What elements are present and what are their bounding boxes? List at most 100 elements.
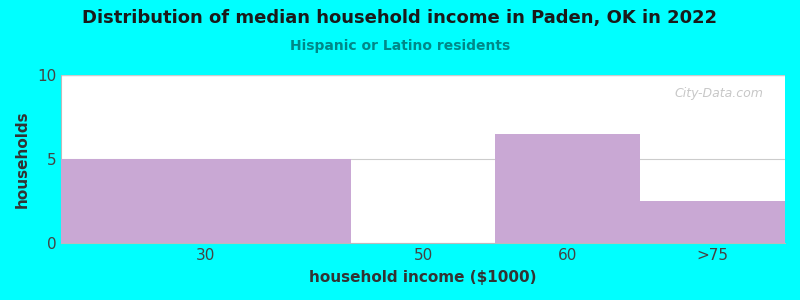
Bar	[61, 75, 785, 76]
Bar	[61, 75, 785, 76]
Bar	[61, 75, 785, 76]
Bar	[61, 75, 785, 76]
Bar	[61, 159, 350, 243]
Text: City-Data.com: City-Data.com	[674, 87, 763, 100]
Bar	[61, 75, 785, 76]
Bar	[61, 75, 785, 76]
Bar	[61, 76, 785, 77]
Bar	[61, 75, 785, 76]
Bar	[61, 76, 785, 77]
Bar	[61, 75, 785, 76]
Bar	[61, 75, 785, 76]
Bar	[61, 75, 785, 76]
Bar	[61, 75, 785, 76]
Bar	[61, 75, 785, 76]
Bar	[61, 75, 785, 76]
Bar	[61, 75, 785, 76]
Bar	[61, 75, 785, 76]
Bar	[61, 75, 785, 76]
Bar	[61, 75, 785, 76]
Bar	[61, 75, 785, 76]
Bar	[61, 75, 785, 76]
Bar	[61, 75, 785, 76]
Bar	[61, 75, 785, 76]
Bar	[61, 75, 785, 76]
Bar	[61, 75, 785, 76]
X-axis label: household income ($1000): household income ($1000)	[310, 270, 537, 285]
Bar	[61, 75, 785, 76]
Bar	[61, 75, 785, 76]
Bar	[61, 75, 785, 76]
Bar	[61, 75, 785, 76]
Bar	[61, 75, 785, 76]
Bar	[61, 75, 785, 76]
Bar	[61, 75, 785, 76]
Bar	[61, 75, 785, 76]
Bar	[61, 75, 785, 76]
Bar	[61, 75, 785, 76]
Bar	[61, 75, 785, 76]
Bar	[61, 75, 785, 76]
Bar	[61, 75, 785, 76]
Bar	[61, 75, 785, 76]
Bar	[61, 75, 785, 76]
Bar	[61, 76, 785, 77]
Bar	[61, 75, 785, 76]
Bar	[61, 75, 785, 76]
Bar	[61, 75, 785, 76]
Bar	[61, 75, 785, 76]
Bar	[61, 75, 785, 76]
Bar	[61, 76, 785, 77]
Bar	[61, 75, 785, 76]
Bar	[61, 75, 785, 76]
Bar	[61, 75, 785, 76]
Bar	[61, 75, 785, 76]
Bar	[61, 75, 785, 76]
Bar	[61, 75, 785, 76]
Bar	[61, 75, 785, 76]
Bar	[61, 75, 785, 76]
Bar	[61, 76, 785, 77]
Bar	[61, 75, 785, 76]
Bar	[61, 75, 785, 76]
Bar	[61, 75, 785, 76]
Bar	[61, 75, 785, 76]
Bar	[61, 75, 785, 76]
Bar	[61, 75, 785, 76]
Bar	[61, 75, 785, 76]
Bar	[61, 75, 785, 76]
Bar	[61, 75, 785, 76]
Bar	[61, 75, 785, 76]
Bar	[61, 75, 785, 76]
Bar	[61, 75, 785, 76]
Bar	[61, 75, 785, 76]
Bar	[61, 75, 785, 76]
Bar	[61, 75, 785, 76]
Bar	[61, 75, 785, 76]
Bar	[61, 75, 785, 76]
Bar	[61, 75, 785, 76]
Bar	[61, 75, 785, 76]
Bar	[61, 75, 785, 76]
Bar	[61, 75, 785, 76]
Bar	[61, 75, 785, 76]
Bar	[61, 75, 785, 76]
Bar	[61, 75, 785, 76]
Bar	[61, 75, 785, 76]
Bar	[61, 75, 785, 76]
Bar	[495, 134, 640, 243]
Bar	[61, 75, 785, 76]
Bar	[61, 75, 785, 76]
Bar	[61, 75, 785, 76]
Bar	[61, 75, 785, 76]
Bar	[61, 75, 785, 76]
Bar	[61, 76, 785, 77]
Text: Distribution of median household income in Paden, OK in 2022: Distribution of median household income …	[82, 9, 718, 27]
Bar	[61, 75, 785, 76]
Text: Hispanic or Latino residents: Hispanic or Latino residents	[290, 39, 510, 53]
Bar	[61, 75, 785, 76]
Bar	[61, 75, 785, 76]
Bar	[61, 75, 785, 76]
Bar	[61, 75, 785, 76]
Bar	[61, 75, 785, 76]
